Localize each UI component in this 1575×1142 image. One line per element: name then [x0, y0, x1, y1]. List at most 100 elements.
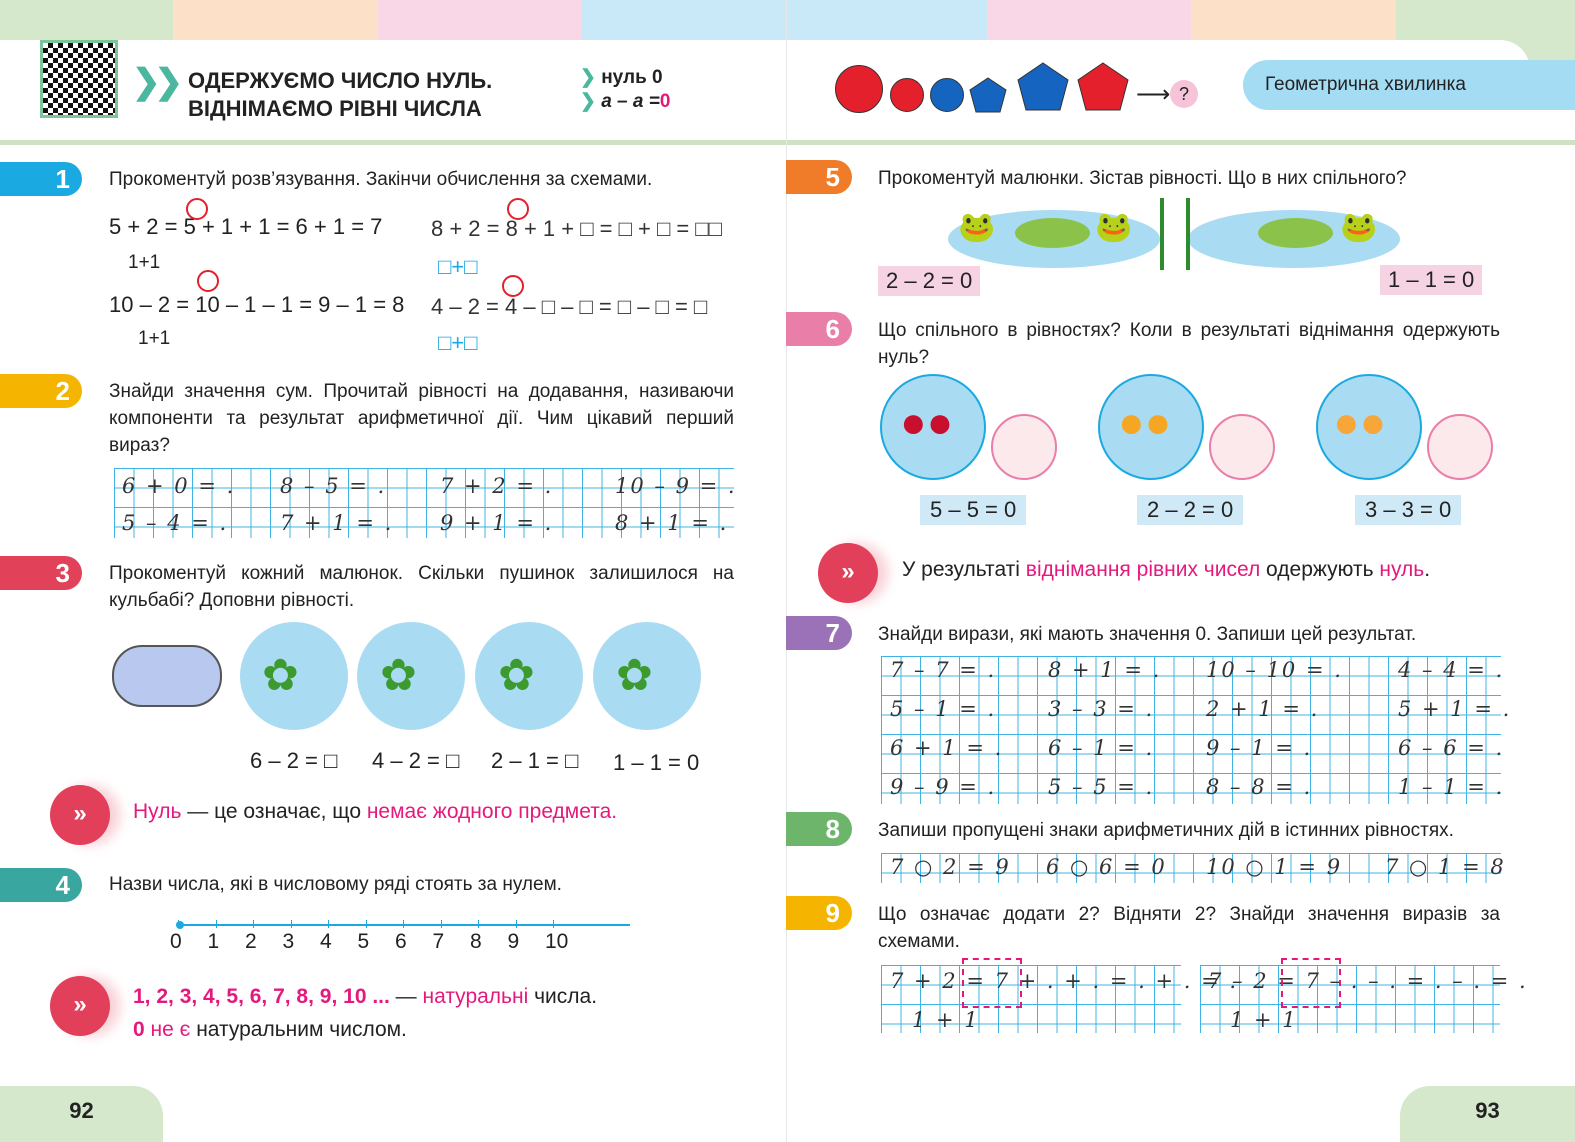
split-label: □+□	[438, 254, 478, 279]
plant-icon: ✿	[262, 651, 299, 700]
dandelion-illustration	[357, 622, 465, 730]
number-line-label: 8	[470, 930, 482, 953]
question-badge: ?	[1170, 80, 1198, 108]
wind-cloud-illustration	[112, 645, 222, 707]
red-circle-icon	[186, 198, 208, 220]
number-line-tick	[178, 920, 179, 928]
red-circle-icon	[197, 270, 219, 292]
split-label: 1 + 1	[912, 1008, 980, 1032]
split-label: 1+1	[128, 252, 161, 273]
number-line-tick	[403, 920, 404, 928]
expression: 7 – 7 = .	[890, 658, 997, 682]
apricot-pits-illustration	[1209, 414, 1275, 480]
scheme-expression: 7 – 2 = 7 – . – . = . – . = .	[1208, 969, 1528, 993]
missing-sign-equation[interactable]: 7 ○ 2 = 9	[890, 855, 1011, 879]
dandelion-illustration	[475, 622, 583, 730]
page-number-left: 92	[0, 1086, 163, 1142]
red-pentagon	[1077, 62, 1129, 111]
frog-icon: 🐸	[1095, 211, 1133, 244]
expression: 3 – 3 = .	[1048, 697, 1155, 721]
dandelion-illustration	[593, 622, 701, 730]
split-label: 1 + 1	[1230, 1008, 1298, 1032]
expression: 8 – 8 = .	[1206, 775, 1313, 799]
divider	[0, 140, 787, 145]
exercise-number-9: 9	[786, 896, 852, 930]
number-line-tick	[553, 920, 554, 928]
expression: 8 – 5 = .	[280, 474, 387, 498]
double-chevron-icon: »	[818, 543, 878, 603]
number-line-tick	[215, 920, 217, 928]
double-chevron-icon: »	[50, 785, 110, 845]
number-line-tick	[328, 920, 329, 928]
expression: 9 – 9 = .	[890, 775, 997, 799]
header-stripe	[378, 0, 581, 40]
split-label: 1+1	[138, 328, 171, 349]
number-line-label: 10	[545, 930, 569, 953]
exercise-number-7: 7	[786, 616, 852, 650]
exercise-number-6: 6	[786, 312, 852, 346]
number-line-tick	[253, 920, 254, 928]
exercise-number-2: 2	[0, 374, 82, 408]
rule-zero: Нуль — це означає, що немає жодного пред…	[133, 800, 618, 823]
chevron-right-icon: ❯	[580, 91, 602, 112]
expression: 10 – 10 = .	[1206, 658, 1343, 682]
blue-circle-shape	[930, 78, 964, 112]
lily-pad-icon	[1015, 218, 1090, 248]
expression: 5 + 1 = .	[1398, 697, 1512, 721]
missing-sign-equation[interactable]: 7 ○ 1 = 8	[1385, 855, 1506, 879]
number-line-tick	[478, 920, 479, 928]
solution-row: 5 + 2 = 5 + 1 + 1 = 6 + 1 = 7	[109, 214, 383, 239]
peach-pits-illustration	[1427, 414, 1493, 480]
equation: 4 – 2 = □	[372, 748, 460, 773]
number-line-label: 4	[320, 930, 332, 953]
frog-icon: 🐸	[958, 211, 996, 244]
equation: 1 – 1 = 0	[1380, 265, 1483, 295]
pentagon-shapes	[969, 62, 1129, 113]
expression: 7 + 2 = .	[440, 474, 554, 498]
exercise-9-text: Що означає додати 2? Відняти 2? Знайди з…	[878, 904, 1500, 952]
expression: 5 – 1 = .	[890, 697, 997, 721]
section-label: Геометрична хвилинка	[1243, 60, 1575, 110]
expression: 8 + 1 = .	[1048, 658, 1162, 682]
number-line-tick	[290, 920, 292, 928]
exercise-3-text: Прокоментуй кожний малюнок. Скільки пуши…	[109, 563, 734, 611]
red-circle-icon	[502, 275, 524, 297]
lily-pad-icon	[1258, 218, 1333, 248]
dandelion-illustration	[240, 622, 348, 730]
double-chevron-icon: »	[50, 976, 110, 1036]
number-line-label: 6	[395, 930, 407, 953]
dashed-frame	[962, 958, 1022, 1008]
qr-code-icon[interactable]	[40, 40, 118, 118]
rule-equal-subtraction: У результаті віднімання рівних чисел оде…	[902, 558, 1431, 581]
split-label: □+□	[438, 330, 478, 355]
small-blue-pentagon	[969, 77, 1007, 113]
missing-sign-equation[interactable]: 10 ○ 1 = 9	[1206, 855, 1343, 879]
frog-icon: 🐸	[1340, 211, 1378, 244]
equation: 1 – 1 = 0	[613, 750, 700, 775]
number-line-label: 9	[507, 930, 520, 953]
number-line-label: 3	[282, 930, 295, 953]
large-red-circle-shape	[835, 65, 883, 113]
plant-icon: ✿	[616, 651, 653, 700]
header-stripe	[0, 0, 173, 40]
equation: 2 – 2 = 0	[1137, 495, 1244, 525]
expression: 5 – 4 = .	[122, 511, 229, 535]
number-line-tick	[365, 920, 367, 928]
grid-paper	[881, 656, 1501, 804]
exercise-6-text: Що спільного в рівностях? Коли в результ…	[878, 320, 1500, 368]
peaches-illustration	[1316, 374, 1422, 480]
expression: 7 + 1 = .	[280, 511, 394, 535]
missing-sign-equation[interactable]: 6 ○ 6 = 0	[1046, 855, 1167, 879]
plant-icon: ✿	[498, 651, 535, 700]
scheme-row: 4 – 2 = 4 – □ – □ = □ – □ = □	[431, 294, 708, 319]
scheme-row: 8 + 2 = 8 + 1 + □ = □ + □ = □□	[431, 216, 722, 241]
peach-icon: ●●	[1333, 398, 1387, 447]
exercise-number-8: 8	[786, 812, 852, 846]
header-stripe	[173, 0, 378, 40]
divider	[787, 140, 1575, 145]
expression: 2 + 1 = .	[1206, 697, 1320, 721]
number-line-label: 7	[432, 930, 445, 953]
equation: 3 – 3 = 0	[1355, 495, 1462, 525]
exercise-1-text: Прокоментуй розв’язування. Закінчи обчис…	[109, 169, 653, 190]
apricots-illustration	[1098, 374, 1204, 480]
